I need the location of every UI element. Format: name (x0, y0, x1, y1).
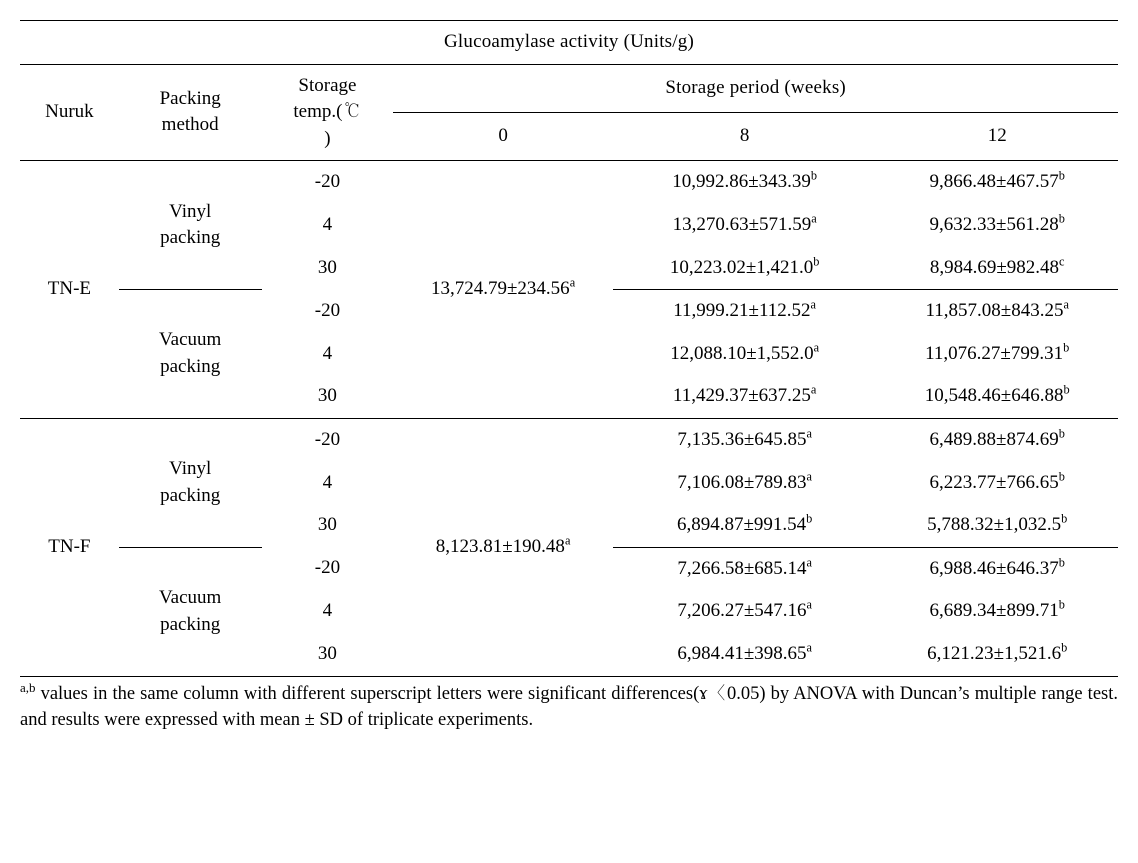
data-row: TN-FVinylpacking-208,123.81±190.48a7,135… (20, 418, 1118, 461)
week12-cell: 10,548.46±646.88b (876, 375, 1118, 418)
week8-cell: 6,894.87±991.54b (613, 504, 877, 547)
temp-cell: 30 (262, 375, 394, 418)
footnote: a,b values in the same column with diffe… (20, 681, 1118, 735)
week8-cell: 10,992.86±343.39b (613, 161, 877, 204)
week12-cell: 6,223.77±766.65b (876, 462, 1118, 505)
week12-cell: 5,788.32±1,032.5b (876, 504, 1118, 547)
week12-cell: 6,489.88±874.69b (876, 418, 1118, 461)
temp-cell: 4 (262, 462, 394, 505)
header-packing: Packingmethod (119, 64, 262, 161)
week8-cell: 12,088.10±1,552.0a (613, 333, 877, 376)
week8-cell: 11,429.37±637.25a (613, 375, 877, 418)
header-p8: 8 (613, 112, 877, 160)
packing-label: Vacuumpacking (119, 290, 262, 419)
week12-cell: 6,988.46±646.37b (876, 547, 1118, 590)
week8-cell: 13,270.63±571.59a (613, 204, 877, 247)
temp-cell: -20 (262, 418, 394, 461)
header-p12: 12 (876, 112, 1118, 160)
week0-cell: 8,123.81±190.48a (393, 418, 613, 676)
week12-cell: 9,632.33±561.28b (876, 204, 1118, 247)
temp-cell: 4 (262, 204, 394, 247)
packing-label: Vacuumpacking (119, 547, 262, 676)
footnote-sup: a,b (20, 679, 35, 694)
header-temp: Storagetemp.(℃) (262, 64, 394, 161)
temp-cell: -20 (262, 161, 394, 204)
footnote-text: values in the same column with different… (20, 684, 1118, 731)
temp-cell: 4 (262, 590, 394, 633)
temp-cell: -20 (262, 290, 394, 333)
week12-cell: 9,866.48±467.57b (876, 161, 1118, 204)
week8-cell: 11,999.21±112.52a (613, 290, 877, 333)
week12-cell: 6,121.23±1,521.6b (876, 633, 1118, 676)
temp-cell: 30 (262, 247, 394, 290)
data-table: Glucoamylase activity (Units/g)NurukPack… (20, 20, 1118, 677)
temp-cell: 30 (262, 504, 394, 547)
week8-cell: 7,135.36±645.85a (613, 418, 877, 461)
nuruk-label: TN-E (20, 161, 119, 419)
week12-cell: 11,076.27±799.31b (876, 333, 1118, 376)
temp-cell: 30 (262, 633, 394, 676)
temp-cell: -20 (262, 547, 394, 590)
nuruk-label: TN-F (20, 418, 119, 676)
week8-cell: 6,984.41±398.65a (613, 633, 877, 676)
data-row: TN-EVinylpacking-2013,724.79±234.56a10,9… (20, 161, 1118, 204)
week8-cell: 7,206.27±547.16a (613, 590, 877, 633)
packing-label: Vinylpacking (119, 418, 262, 547)
week8-cell: 10,223.02±1,421.0b (613, 247, 877, 290)
header-p0: 0 (393, 112, 613, 160)
temp-cell: 4 (262, 333, 394, 376)
packing-label: Vinylpacking (119, 161, 262, 290)
week8-cell: 7,266.58±685.14a (613, 547, 877, 590)
week12-cell: 8,984.69±982.48c (876, 247, 1118, 290)
header-nuruk: Nuruk (20, 64, 119, 161)
week0-cell: 13,724.79±234.56a (393, 161, 613, 419)
week12-cell: 11,857.08±843.25a (876, 290, 1118, 333)
header-period-group: Storage period (weeks) (393, 64, 1118, 112)
table-title: Glucoamylase activity (Units/g) (20, 21, 1118, 65)
week8-cell: 7,106.08±789.83a (613, 462, 877, 505)
week12-cell: 6,689.34±899.71b (876, 590, 1118, 633)
